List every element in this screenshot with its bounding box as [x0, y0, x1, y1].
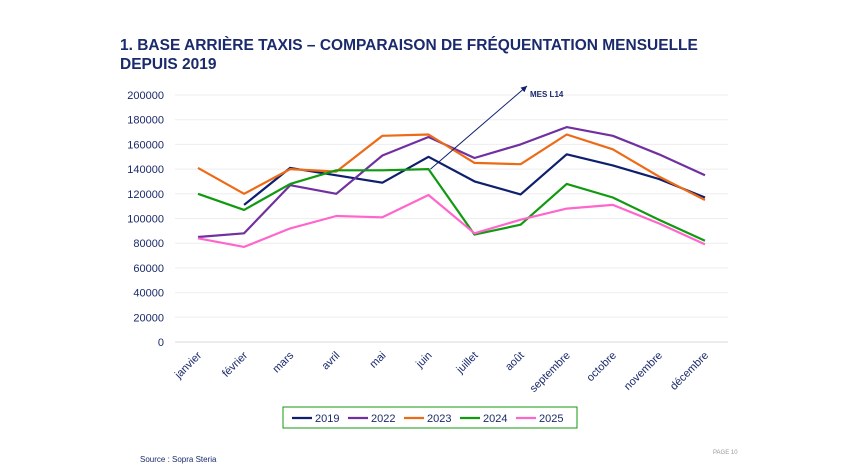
annotation-label: MES L14 [530, 90, 564, 99]
x-tick-label: mars [271, 349, 297, 375]
y-tick-label: 200000 [127, 90, 164, 102]
y-tick-label: 80000 [133, 238, 164, 250]
legend-label: 2024 [483, 413, 507, 425]
x-tick-label: novembre [622, 350, 665, 393]
y-tick-label: 140000 [127, 164, 164, 176]
x-tick-label: juillet [454, 350, 481, 377]
y-tick-label: 0 [158, 337, 164, 349]
x-tick-label: février [220, 349, 250, 379]
legend-label: 2019 [315, 413, 339, 425]
x-tick-label: juin [413, 350, 434, 371]
y-tick-label: 180000 [127, 115, 164, 127]
series-line-2019 [243, 153, 706, 206]
y-tick-label: 100000 [127, 214, 164, 226]
y-tick-label: 40000 [133, 288, 164, 300]
x-tick-label: avril [320, 350, 343, 373]
legend-label: 2025 [539, 413, 563, 425]
x-tick-label: janvier [172, 349, 204, 381]
y-tick-label: 60000 [133, 263, 164, 275]
chart-title: 1. BASE ARRIÈRE TAXIS – COMPARAISON DE F… [120, 37, 698, 73]
series-line-2025 [197, 193, 706, 248]
x-tick-label: octobre [584, 350, 618, 384]
legend-label: 2022 [371, 413, 395, 425]
y-tick-label: 20000 [133, 312, 164, 324]
source-note: Source : Sopra Steria [140, 455, 217, 464]
x-tick-label: mai [367, 350, 388, 371]
x-tick-label: août [503, 350, 527, 374]
x-tick-label: décembre [668, 350, 711, 393]
annotation-arrow [430, 85, 528, 170]
x-tick-label: septembre [528, 350, 573, 395]
legend-label: 2023 [427, 413, 451, 425]
y-tick-label: 120000 [127, 189, 164, 201]
y-tick-label: 160000 [127, 139, 164, 151]
page-number: PAGE 10 [713, 450, 738, 456]
series-line-2023 [197, 133, 706, 201]
series-line-2024 [197, 168, 706, 242]
legend [282, 406, 578, 429]
